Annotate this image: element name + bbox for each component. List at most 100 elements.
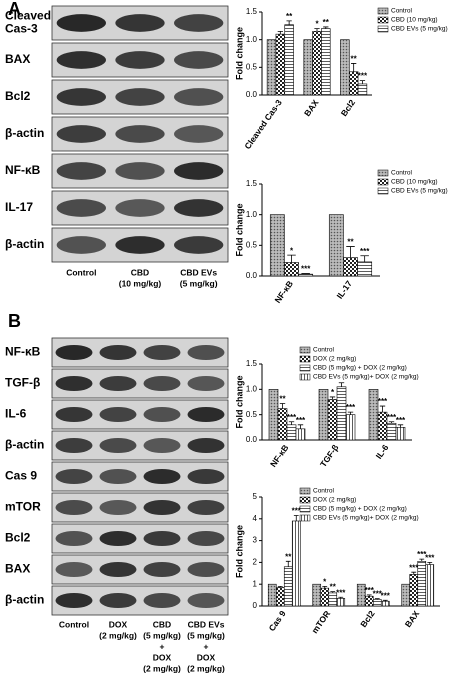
bar xyxy=(291,520,301,607)
bar xyxy=(321,28,331,96)
significance: *** xyxy=(396,416,406,425)
legend-swatch xyxy=(299,496,311,504)
x-tick-label: TGF-β xyxy=(318,443,341,469)
x-tick-label: mTOR xyxy=(309,609,332,636)
blot-band xyxy=(55,406,93,423)
panel-label: A xyxy=(8,0,21,19)
bar xyxy=(425,564,435,607)
y-tick-label: 0.5 xyxy=(246,240,258,249)
x-tick-label: IL-17 xyxy=(334,278,354,300)
error-bar xyxy=(338,596,344,599)
blot-band xyxy=(174,88,224,106)
blot-band xyxy=(55,499,93,516)
bar xyxy=(343,257,358,277)
bar xyxy=(284,262,299,277)
bar xyxy=(377,411,388,441)
blot-row-label: Bcl2 xyxy=(5,531,31,545)
blot-band xyxy=(143,592,181,609)
error-bar xyxy=(297,424,304,429)
lane-label: DOX xyxy=(109,619,128,629)
lane-label: Control xyxy=(66,267,96,277)
blot-band xyxy=(99,592,137,609)
y-tick-label: 1.0 xyxy=(246,35,258,44)
y-tick-label: 3 xyxy=(253,536,258,545)
lane-label: + xyxy=(160,641,165,651)
legend-label: CBD (10 mg/kg) xyxy=(391,179,438,186)
blot-row-label: β-actin xyxy=(5,593,44,607)
legend-label: CBD EVs (5 mg/kg) xyxy=(391,26,448,33)
legend-label: CBD (5 mg/kg) + DOX (2 mg/kg) xyxy=(313,365,407,372)
legend-swatch xyxy=(299,514,311,522)
blot-band xyxy=(55,592,93,609)
y-axis-label: Fold change xyxy=(234,375,244,428)
blot-band xyxy=(143,344,181,361)
blot-band xyxy=(99,375,137,392)
blot-band xyxy=(187,592,225,609)
bar xyxy=(318,389,329,441)
blot-band xyxy=(56,14,106,32)
error-bar xyxy=(285,560,291,567)
bar xyxy=(286,424,297,441)
significance: *** xyxy=(378,397,388,406)
blot-band xyxy=(115,51,165,69)
error-bar xyxy=(277,30,283,35)
bar xyxy=(284,24,294,96)
lane-label: CBD EVs xyxy=(180,267,217,277)
legend-swatch xyxy=(377,16,389,24)
bar xyxy=(357,261,373,277)
blot-band xyxy=(115,88,165,106)
significance: *** xyxy=(409,563,419,572)
blot-row-label: BAX xyxy=(5,562,30,576)
bar xyxy=(368,389,379,441)
blot-row-label: IL-17 xyxy=(5,200,33,214)
x-tick-label: NF-κB xyxy=(268,443,291,469)
y-tick-label: 5 xyxy=(253,492,258,501)
blot-band xyxy=(55,437,93,454)
bar xyxy=(312,31,322,96)
error-bar xyxy=(411,571,417,575)
lane-label: (5 mg/kg) xyxy=(180,278,218,288)
y-tick-label: 1 xyxy=(253,579,258,588)
y-tick-label: 1.0 xyxy=(246,210,258,219)
significance: ** xyxy=(330,583,337,592)
significance: * xyxy=(323,577,327,586)
blot-row-label: mTOR xyxy=(5,500,41,514)
y-tick-label: 0.0 xyxy=(246,435,258,444)
blot-band xyxy=(99,468,137,485)
significance: * xyxy=(290,246,294,255)
lane-label: (10 mg/kg) xyxy=(119,278,162,288)
blot-band xyxy=(56,162,106,180)
blot-band xyxy=(99,499,137,516)
y-tick-label: 0 xyxy=(253,601,258,610)
bar xyxy=(320,587,330,607)
blot-row-label: BAX xyxy=(5,52,30,66)
x-tick-label: Cas 9 xyxy=(267,608,288,633)
bar xyxy=(336,386,347,441)
bar xyxy=(312,583,322,607)
legend-label: CBD EVs (5 mg/kg) xyxy=(391,188,448,195)
blot-band xyxy=(55,468,93,485)
blot-band xyxy=(174,14,224,32)
y-tick-label: 1.5 xyxy=(246,179,258,188)
blot-band xyxy=(143,468,181,485)
legend-swatch xyxy=(377,169,389,177)
error-bar xyxy=(360,255,369,262)
error-bar xyxy=(279,403,286,409)
bar xyxy=(275,33,286,96)
blot-band xyxy=(143,561,181,578)
blot-band xyxy=(187,375,225,392)
y-tick-label: 2 xyxy=(253,558,258,567)
bar xyxy=(269,214,285,277)
x-tick-label: Bcl2 xyxy=(339,97,358,118)
error-bar xyxy=(323,26,329,29)
error-bar xyxy=(419,558,425,562)
legend-label: CBD EVs (5 mg/kg)+ DOX (2 mg/kg) xyxy=(313,515,419,522)
blot-band xyxy=(99,561,137,578)
blot-band xyxy=(56,51,106,69)
blot-band xyxy=(99,437,137,454)
bar xyxy=(298,273,314,277)
error-bar xyxy=(427,562,433,565)
legend-label: Control xyxy=(391,8,413,15)
blot-band xyxy=(143,406,181,423)
bar xyxy=(336,598,346,607)
